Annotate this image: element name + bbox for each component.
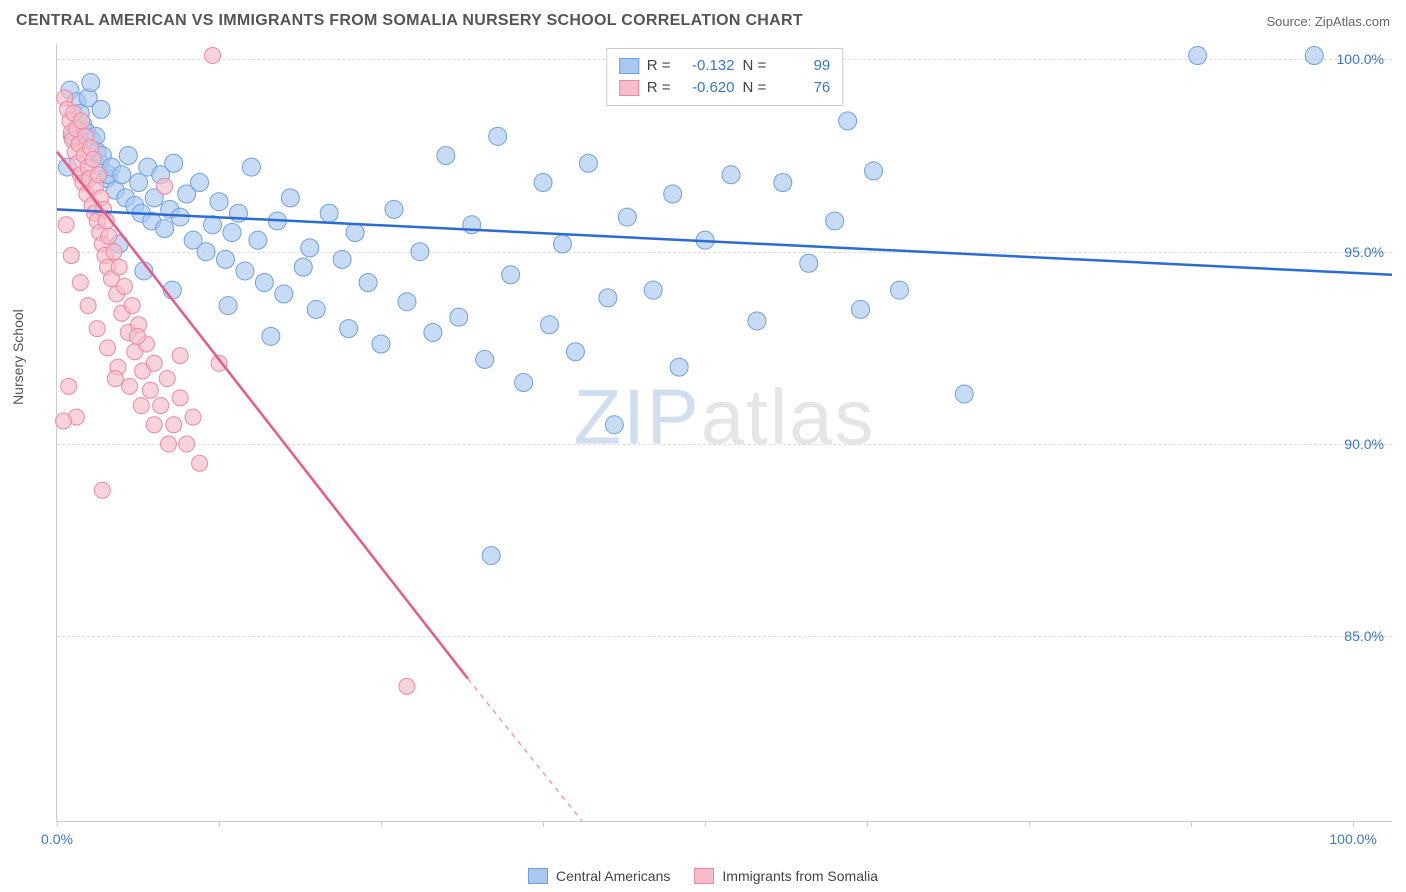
source-attr: Source: ZipAtlas.com bbox=[1266, 14, 1390, 29]
legend-label: Central Americans bbox=[556, 868, 670, 884]
series-legend: Central Americans Immigrants from Somali… bbox=[0, 868, 1406, 884]
legend-swatch-pink bbox=[694, 868, 714, 884]
x-tick-label: 100.0% bbox=[1329, 831, 1376, 847]
x-tick bbox=[1353, 821, 1354, 827]
r-value: -0.132 bbox=[679, 55, 735, 77]
n-label: N = bbox=[743, 77, 767, 99]
chart-area: Nursery School R = -0.132 N = 99 R = -0.… bbox=[14, 44, 1392, 852]
n-value: 76 bbox=[774, 77, 830, 99]
trend-line bbox=[57, 209, 1392, 274]
x-tick bbox=[57, 821, 58, 827]
source-prefix: Source: bbox=[1266, 14, 1314, 29]
n-label: N = bbox=[743, 55, 767, 77]
legend-item-somalia: Immigrants from Somalia bbox=[694, 868, 878, 884]
x-tick bbox=[867, 821, 868, 827]
legend-item-central: Central Americans bbox=[528, 868, 670, 884]
trend-line-extrapolated bbox=[468, 679, 582, 821]
source-name: ZipAtlas.com bbox=[1315, 14, 1390, 29]
x-tick bbox=[219, 821, 220, 827]
x-tick bbox=[705, 821, 706, 827]
correlation-legend: R = -0.132 N = 99 R = -0.620 N = 76 bbox=[606, 48, 844, 106]
trend-line bbox=[57, 152, 468, 679]
x-tick-label: 0.0% bbox=[41, 831, 73, 847]
legend-row-1: R = -0.132 N = 99 bbox=[619, 55, 831, 77]
r-label: R = bbox=[647, 77, 671, 99]
n-value: 99 bbox=[774, 55, 830, 77]
chart-title: CENTRAL AMERICAN VS IMMIGRANTS FROM SOMA… bbox=[16, 12, 803, 30]
y-axis-label: Nursery School bbox=[10, 309, 26, 405]
legend-label: Immigrants from Somalia bbox=[722, 868, 878, 884]
plot-region: R = -0.132 N = 99 R = -0.620 N = 76 ZIPa… bbox=[56, 44, 1392, 822]
x-tick bbox=[1029, 821, 1030, 827]
r-value: -0.620 bbox=[679, 77, 735, 99]
r-label: R = bbox=[647, 55, 671, 77]
x-tick bbox=[1191, 821, 1192, 827]
trend-lines-layer bbox=[57, 44, 1392, 821]
x-tick bbox=[543, 821, 544, 827]
legend-row-2: R = -0.620 N = 76 bbox=[619, 77, 831, 99]
legend-swatch-blue bbox=[528, 868, 548, 884]
legend-swatch-pink bbox=[619, 80, 639, 96]
legend-swatch-blue bbox=[619, 58, 639, 74]
x-tick bbox=[381, 821, 382, 827]
